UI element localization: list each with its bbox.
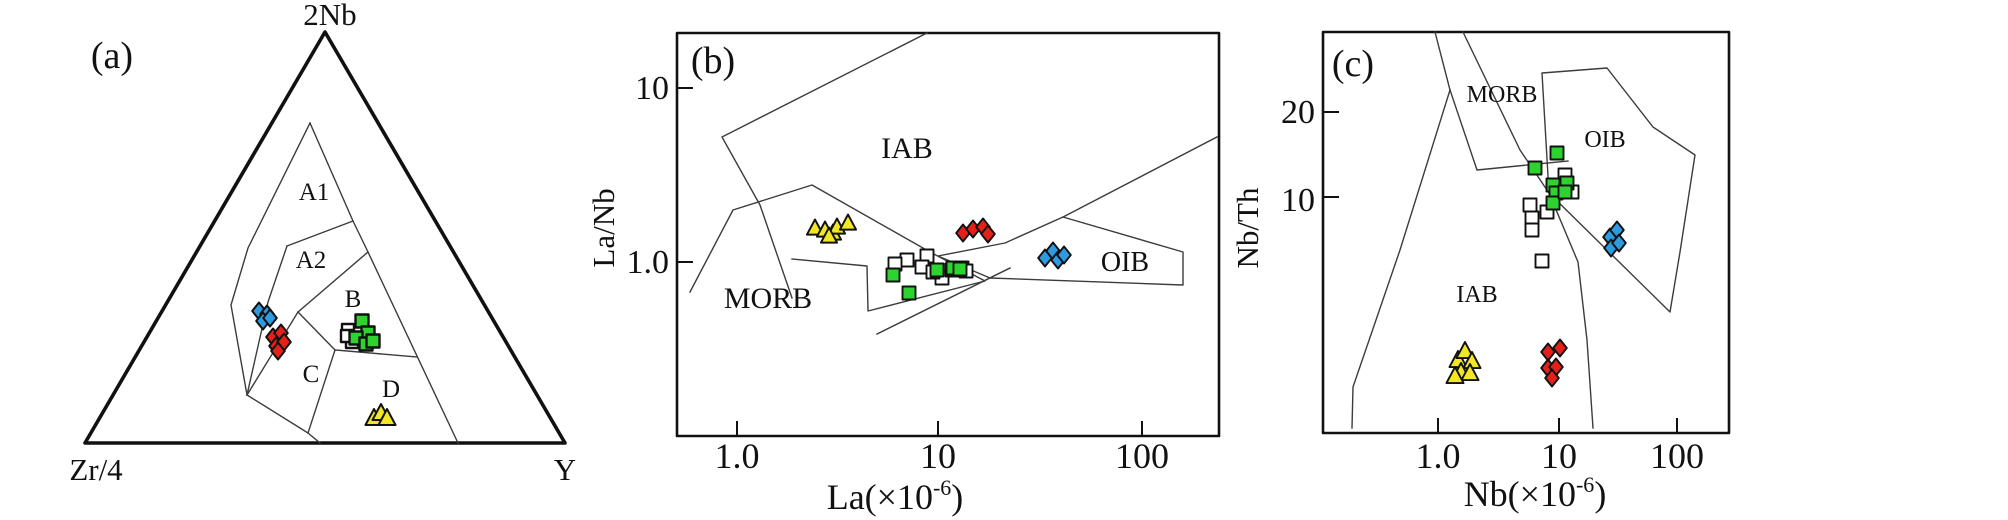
- field-boundary: [1062, 136, 1218, 218]
- square-marker: [901, 285, 917, 301]
- plot-frame: [1321, 30, 1731, 435]
- field-label: A1: [299, 179, 330, 206]
- x-tick-label: 100: [1650, 436, 1704, 476]
- triangle-marker: [1455, 341, 1475, 359]
- field-label: B: [345, 286, 362, 313]
- field-boundary: [937, 216, 1184, 286]
- square-marker: [919, 248, 935, 264]
- y-tick-label: 1.0: [627, 244, 670, 281]
- panel-label: (b): [691, 40, 735, 82]
- field-boundary: [246, 394, 321, 444]
- diamond-marker: [1611, 233, 1627, 253]
- diamond-marker: [270, 341, 286, 361]
- field-label: IAB: [881, 132, 933, 165]
- square-marker: [885, 267, 901, 283]
- x-tick-label: 10: [1541, 436, 1577, 476]
- square-marker: [1545, 195, 1561, 211]
- y-tick-label: 10: [1281, 182, 1315, 219]
- yellow-triangle-points: [1445, 341, 1482, 384]
- field-label: OIB: [1584, 127, 1625, 153]
- blue-diamond-points: [1037, 241, 1072, 270]
- field-boundary: [230, 122, 311, 396]
- square-marker: [1522, 197, 1538, 213]
- apex-label-top: 2Nb: [303, 0, 356, 32]
- x-tick-label: 10: [920, 436, 956, 476]
- field-boundary: [297, 251, 369, 313]
- square-marker: [929, 262, 945, 278]
- red-diamond-points: [955, 217, 996, 244]
- field-label: OIB: [1101, 247, 1149, 278]
- y-axis-title: Nb/Th: [1230, 187, 1265, 268]
- field-label: IAB: [1456, 282, 1497, 308]
- field-boundary: [307, 349, 336, 434]
- x-axis-title: Nb(×10-6): [1464, 472, 1607, 514]
- field-boundary: [334, 349, 418, 358]
- panel-c: (c) 20 10 Nb/Th 1.0 10 100 Nb(×10-6) MORB OIB IAB: [1230, 30, 1731, 514]
- yellow-triangle-points: [364, 403, 397, 427]
- green-square-points: [1527, 145, 1575, 211]
- square-marker: [887, 256, 903, 272]
- yellow-triangle-points: [805, 213, 858, 244]
- triangle-marker: [1460, 363, 1480, 381]
- field-label: A2: [296, 247, 327, 274]
- triangle-marker: [377, 408, 397, 427]
- green-square-points: [885, 260, 968, 301]
- square-marker: [1549, 145, 1565, 161]
- field-label: MORB: [724, 282, 812, 315]
- field-boundary: [1548, 192, 1594, 429]
- field-boundary: [286, 220, 354, 247]
- field-boundary: [1351, 89, 1451, 429]
- square-marker: [952, 261, 968, 277]
- square-marker: [365, 333, 381, 349]
- diamond-marker: [1540, 342, 1556, 362]
- square-marker: [1524, 222, 1540, 238]
- triangle-marker: [1445, 366, 1465, 384]
- field-boundary: [309, 122, 459, 444]
- red-diamond-points: [1540, 338, 1568, 388]
- triangle-marker: [819, 226, 839, 244]
- square-marker: [1527, 160, 1543, 176]
- x-tick-label: 100: [1115, 436, 1169, 476]
- square-marker: [1534, 253, 1550, 269]
- field-label: MORB: [1467, 82, 1538, 108]
- field-label: C: [303, 361, 320, 388]
- diamond-marker: [980, 224, 996, 244]
- field-boundary: [1462, 31, 1550, 194]
- field-boundary: [297, 311, 336, 351]
- apex-label-left: Zr/4: [69, 452, 123, 487]
- triangle-marker: [838, 213, 858, 231]
- y-tick-label: 10: [635, 70, 669, 107]
- y-tick-label: 20: [1281, 94, 1315, 131]
- diamond-marker: [262, 308, 278, 328]
- panel-a: (a) 2Nb Zr/4 Y A1 A2 B C D: [69, 0, 576, 487]
- y-axis-title: La/Nb: [586, 188, 621, 267]
- field-boundary: [721, 32, 928, 299]
- field-boundary: [1434, 31, 1451, 91]
- green-square-points: [348, 313, 381, 352]
- red-diamond-points: [265, 323, 292, 361]
- diamond-marker: [1552, 338, 1568, 358]
- field-label: D: [382, 376, 400, 403]
- apex-label-right: Y: [554, 452, 576, 487]
- field-boundary: [246, 245, 288, 396]
- panel-label: (a): [91, 35, 133, 77]
- ternary-outline: [83, 30, 567, 445]
- blue-diamond-points: [251, 301, 278, 331]
- plot-frame: [675, 31, 1221, 438]
- square-marker: [1557, 184, 1573, 200]
- x-tick-label: 1.0: [715, 436, 760, 476]
- x-axis-title: La(×10-6): [827, 475, 964, 517]
- panel-label: (c): [1332, 43, 1374, 85]
- diamond-marker: [1056, 245, 1072, 265]
- diamond-marker: [1544, 368, 1560, 388]
- field-boundary: [1541, 67, 1696, 313]
- field-boundary: [876, 267, 1011, 335]
- blue-diamond-points: [1602, 220, 1627, 258]
- x-tick-label: 1.0: [1416, 436, 1461, 476]
